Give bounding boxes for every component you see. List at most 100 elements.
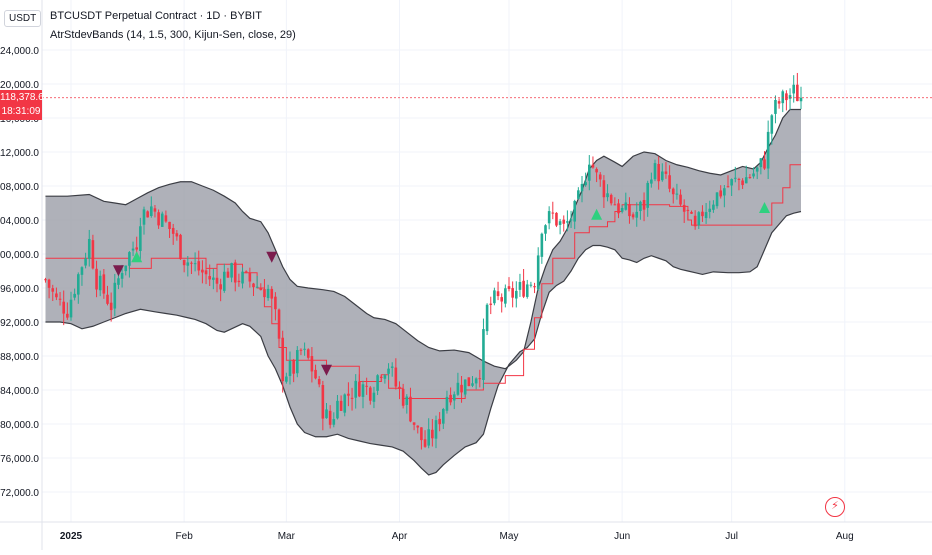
candle-body — [292, 360, 295, 374]
candle-body — [573, 200, 576, 222]
candle-body — [135, 247, 138, 250]
candle-body — [496, 291, 500, 297]
candle-body — [682, 204, 686, 212]
candle-body — [44, 279, 47, 281]
x-tick-label: Apr — [392, 531, 408, 542]
candle-body — [109, 302, 113, 311]
candle-body — [128, 252, 131, 266]
candle-body — [87, 238, 91, 259]
candle-body — [730, 179, 733, 186]
sell-signal-triangle — [266, 251, 278, 263]
candle-body — [117, 278, 120, 285]
y-tick-label: 88,000.0 — [0, 352, 39, 363]
candle-body — [190, 262, 193, 264]
candle-body — [588, 164, 591, 181]
candle-body — [715, 192, 719, 207]
x-axis-ticks[interactable]: 2025 Feb Mar Apr May Jun Jul Aug — [60, 531, 854, 542]
indicator-legend[interactable]: AtrStdevBands (14, 1.5, 300, Kijun-Sen, … — [50, 29, 296, 41]
candle-body — [525, 284, 529, 297]
candle-body — [332, 419, 336, 425]
candle-body — [120, 273, 124, 279]
candle-body — [478, 378, 482, 380]
candle-body — [193, 263, 197, 265]
candle-body — [755, 167, 759, 172]
candle-body — [515, 290, 518, 299]
candle-body — [613, 204, 617, 206]
candle-body — [179, 234, 182, 260]
candle-body — [785, 93, 788, 101]
candle-body — [401, 388, 405, 406]
last-price-tag: 118,378.6 18:31:09 — [0, 89, 44, 120]
candle-body — [540, 233, 544, 257]
buy-signal-triangle — [591, 208, 603, 220]
candle-body — [347, 393, 350, 396]
candle-body — [328, 410, 332, 425]
candle-body — [690, 211, 693, 214]
candle-body — [723, 188, 726, 196]
candle-body — [306, 349, 310, 358]
candle-body — [518, 282, 522, 290]
y-tick-label: 112,000.0 — [0, 148, 39, 159]
candle-body — [372, 392, 376, 402]
candle-body — [471, 383, 474, 386]
candle-body — [748, 177, 752, 179]
candle-body — [226, 271, 230, 278]
candle-body — [734, 177, 737, 179]
candle-body — [84, 258, 87, 266]
candle-body — [270, 288, 274, 299]
candle-body — [266, 288, 270, 299]
candle-body — [569, 219, 573, 221]
candle-body — [504, 288, 507, 304]
y-tick-label: 124,000.0 — [0, 46, 39, 57]
candle-body — [511, 288, 514, 298]
candle-body — [697, 212, 701, 226]
candle-body — [580, 183, 584, 192]
candle-body — [642, 200, 646, 210]
candle-body — [398, 386, 401, 389]
candle-body — [416, 425, 420, 428]
candle-body — [449, 394, 452, 403]
candle-body — [69, 299, 73, 318]
candle-body — [726, 186, 730, 188]
candle-body — [358, 381, 361, 397]
candle-body — [650, 179, 653, 184]
candle-body — [186, 262, 190, 266]
candle-body — [555, 212, 558, 226]
candle-body — [482, 329, 485, 380]
candle-body — [219, 284, 222, 290]
lightning-icon[interactable]: ⚡ — [825, 497, 845, 517]
atr-stdev-band — [45, 108, 802, 476]
chart-title: BTCUSDT Perpetual Contract · 1D · BYBIT — [50, 10, 262, 22]
x-tick-label: Jul — [725, 531, 738, 542]
candle-body — [310, 356, 314, 372]
candle-body — [146, 211, 149, 218]
candles — [44, 72, 803, 450]
candle-body — [427, 429, 430, 446]
x-tick-label: 2025 — [60, 531, 83, 542]
candle-body — [617, 203, 620, 214]
y-axis-ticks[interactable]: 72,000.0 76,000.0 80,000.0 84,000.0 88,000.0… — [0, 46, 39, 499]
candle-body — [47, 279, 51, 288]
candle-body — [201, 269, 204, 273]
candle-body — [781, 91, 785, 104]
candle-body — [763, 159, 766, 169]
candle-body — [799, 97, 803, 102]
candle-body — [412, 422, 416, 425]
candle-body — [365, 385, 368, 387]
candle-body — [507, 286, 511, 289]
candle-body — [609, 194, 613, 204]
candle-body — [58, 298, 62, 300]
candle-body — [113, 282, 117, 309]
candle-body — [577, 190, 580, 199]
candle-body — [142, 209, 146, 225]
candle-body — [303, 348, 306, 350]
candle-body — [529, 284, 533, 286]
candle-body — [551, 212, 555, 214]
candle-body — [160, 213, 164, 227]
candle-body — [628, 204, 631, 217]
candle-body — [624, 202, 628, 210]
candle-body — [405, 396, 409, 405]
last-price-value: 118,378.6 — [0, 91, 44, 103]
